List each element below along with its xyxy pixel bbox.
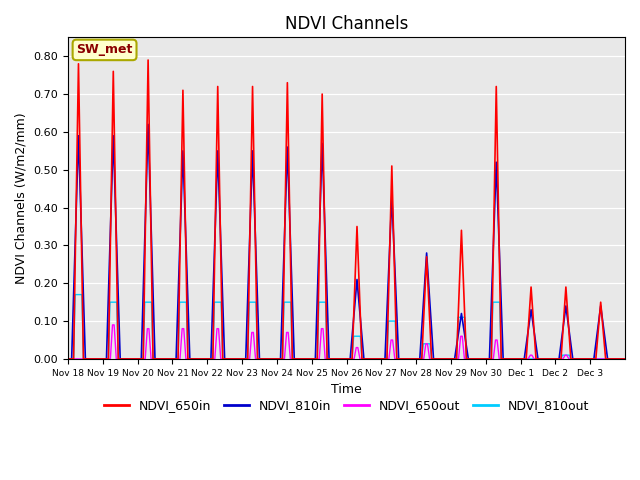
NDVI_810out <box>92 356 100 362</box>
NDVI_650out <box>477 356 485 362</box>
Line: NDVI_650in: NDVI_650in <box>68 60 625 359</box>
NDVI_810out <box>64 356 72 362</box>
NDVI_650in <box>266 356 273 362</box>
Title: NDVI Channels: NDVI Channels <box>285 15 408 33</box>
NDVI_810out <box>266 356 273 362</box>
NDVI_810out <box>71 292 79 298</box>
Y-axis label: NDVI Channels (W/m2/mm): NDVI Channels (W/m2/mm) <box>15 112 28 284</box>
NDVI_810in <box>418 323 426 328</box>
NDVI_650out <box>92 356 100 362</box>
X-axis label: Time: Time <box>331 383 362 396</box>
Line: NDVI_810out: NDVI_810out <box>68 295 625 359</box>
NDVI_650out <box>507 356 515 362</box>
Line: NDVI_650out: NDVI_650out <box>68 325 625 359</box>
NDVI_650out <box>64 356 72 362</box>
NDVI_810out <box>621 356 629 362</box>
NDVI_810out <box>477 356 485 362</box>
NDVI_810in <box>477 356 485 362</box>
NDVI_650in <box>64 356 72 362</box>
Line: NDVI_810in: NDVI_810in <box>68 124 625 359</box>
NDVI_650out <box>394 356 401 362</box>
NDVI_810in <box>266 356 273 362</box>
NDVI_650in <box>418 352 426 358</box>
NDVI_650in <box>477 356 485 362</box>
NDVI_650in <box>621 356 629 362</box>
NDVI_650out <box>418 356 426 362</box>
NDVI_810in <box>64 356 72 362</box>
NDVI_810in <box>144 121 152 127</box>
NDVI_650in <box>507 356 515 362</box>
NDVI_650out <box>621 356 629 362</box>
NDVI_810out <box>418 354 426 360</box>
NDVI_810in <box>394 333 401 338</box>
NDVI_650out <box>266 356 273 362</box>
NDVI_650out <box>109 322 116 328</box>
NDVI_810out <box>507 356 515 362</box>
NDVI_810out <box>394 356 401 362</box>
NDVI_650in <box>92 356 100 362</box>
NDVI_810in <box>92 356 100 362</box>
NDVI_650in <box>144 57 152 63</box>
Text: SW_met: SW_met <box>76 43 132 57</box>
NDVI_810in <box>621 356 629 362</box>
NDVI_650in <box>394 356 401 362</box>
Legend: NDVI_650in, NDVI_810in, NDVI_650out, NDVI_810out: NDVI_650in, NDVI_810in, NDVI_650out, NDV… <box>99 394 594 417</box>
NDVI_810in <box>507 356 515 362</box>
